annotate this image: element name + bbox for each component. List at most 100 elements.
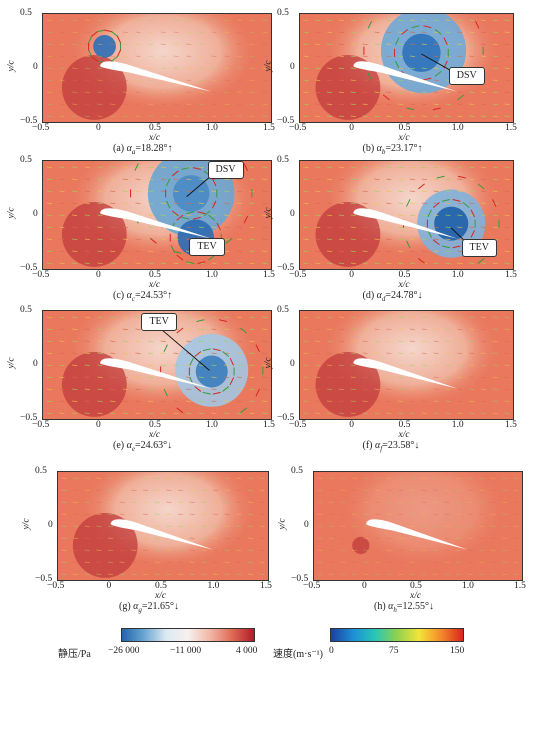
velocity-vector (259, 513, 265, 515)
velocity-vector (469, 43, 475, 45)
velocity-vector (350, 79, 356, 81)
velocity-vector (249, 352, 255, 354)
velocity-vector (350, 316, 356, 318)
velocity-vector (186, 328, 192, 330)
velocity-vector (154, 525, 160, 527)
velocity-vector (177, 501, 184, 503)
velocity-vector (262, 115, 268, 117)
velocity-vector (148, 364, 154, 366)
velocity-vector (328, 513, 334, 515)
y-tick-label: 0 (33, 62, 38, 72)
velocity-vector (186, 79, 192, 81)
velocity-vector (72, 262, 78, 264)
velocity-vector (236, 549, 242, 551)
velocity-vector (84, 91, 90, 93)
velocity-vector (328, 561, 334, 563)
velocity-vector (445, 19, 451, 21)
velocity-vector (59, 55, 65, 57)
velocity-vector (189, 537, 195, 539)
velocity-vector (362, 388, 368, 390)
velocity-vector (186, 388, 192, 390)
velocity-vector (409, 166, 415, 168)
velocity-vector (457, 19, 463, 21)
velocity-vector (338, 19, 344, 21)
velocity-vector (374, 226, 380, 228)
velocity-vector (362, 103, 368, 105)
velocity-vector (72, 388, 78, 390)
velocity-vector (198, 190, 204, 192)
velocity-vector (386, 400, 392, 402)
velocity-vector (166, 489, 172, 491)
velocity-vector (142, 477, 149, 479)
velocity-vector (173, 43, 179, 45)
velocity-vector (421, 91, 427, 93)
velocity-vector (97, 166, 103, 168)
velocity-vector (303, 166, 309, 168)
velocity-vector (457, 103, 463, 105)
velocity-vector (135, 352, 141, 354)
x-axis-label: x/c (149, 133, 161, 143)
velocity-vector (160, 238, 166, 240)
velocity-vector (236, 178, 242, 180)
caption-subscript: b (381, 148, 386, 156)
velocity-vector (198, 202, 204, 204)
velocity-vector (492, 115, 498, 117)
y-tick-label: 0.5 (277, 305, 289, 315)
velocity-vector (303, 352, 309, 354)
swirl-vector (243, 163, 249, 171)
velocity-vector (224, 103, 230, 105)
velocity-vector (513, 537, 519, 539)
velocity-vector (374, 352, 380, 354)
velocity-vector (350, 55, 356, 57)
velocity-vector (338, 55, 344, 57)
velocity-vector (457, 262, 463, 264)
velocity-vector (445, 226, 451, 228)
velocity-vector (110, 202, 116, 204)
velocity-vector (59, 226, 65, 228)
velocity-vector (350, 364, 356, 366)
velocity-vector (504, 55, 510, 57)
swirl-vector (432, 239, 440, 246)
velocity-vector (351, 573, 357, 575)
velocity-vector (351, 549, 357, 551)
velocity-vector (148, 55, 154, 57)
velocity-vector (236, 525, 242, 527)
velocity-vector (338, 352, 344, 354)
velocity-vector (61, 501, 67, 503)
velocity-vector (480, 19, 486, 21)
swirl-vector (470, 230, 475, 238)
velocity-vector (224, 31, 230, 33)
swirl-vector (212, 178, 217, 187)
velocity-vector (148, 19, 154, 21)
velocity-vector (97, 178, 103, 180)
velocity-vector (479, 489, 485, 491)
velocity-vector (122, 226, 128, 228)
velocity-vector (96, 477, 102, 479)
velocity-vector (110, 262, 116, 264)
velocity-vector (445, 166, 451, 168)
velocity-vector (211, 91, 217, 93)
velocity-vector (457, 328, 463, 330)
velocity-vector (398, 328, 404, 330)
swirl-vector (443, 37, 448, 46)
velocity-vector (480, 352, 486, 354)
velocity-vector (303, 316, 309, 318)
velocity-vector (236, 190, 242, 192)
velocity-vector (198, 316, 204, 318)
velocity-vector (317, 537, 323, 539)
pressure-colorbar-tick: −11 000 (170, 646, 202, 656)
velocity-vector (262, 226, 268, 228)
swirl-vector (477, 183, 485, 190)
velocity-vector (72, 31, 78, 33)
stagnation-pressure-region (315, 202, 381, 267)
velocity-vector (386, 352, 392, 354)
velocity-vector (96, 561, 102, 563)
velocity-vector (350, 166, 356, 168)
velocity-vector (72, 238, 78, 240)
velocity-vector (374, 328, 380, 330)
swirl-vector (367, 72, 372, 81)
velocity-vector (84, 549, 90, 551)
velocity-vector (317, 561, 323, 563)
pressure-colorbar-title: 静压/Pa (58, 649, 91, 660)
velocity-colorbar (330, 628, 464, 642)
